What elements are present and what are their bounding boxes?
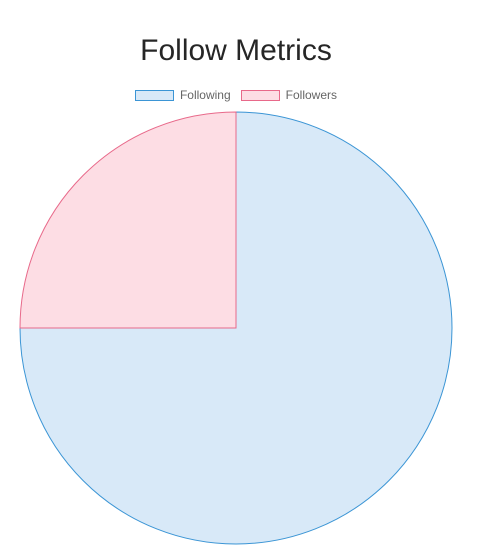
legend-item-followers[interactable]: Followers [240,88,338,102]
legend-label-followers: Followers [285,88,338,102]
legend-item-following[interactable]: Following [134,88,231,102]
pie-slice-followers[interactable] [19,111,237,329]
chart-legend: Following Followers [0,88,472,102]
chart-title: Follow Metrics [140,34,332,67]
legend-label-following: Following [179,88,231,102]
legend-swatch-following [134,89,174,101]
legend-swatch-followers [240,89,280,101]
